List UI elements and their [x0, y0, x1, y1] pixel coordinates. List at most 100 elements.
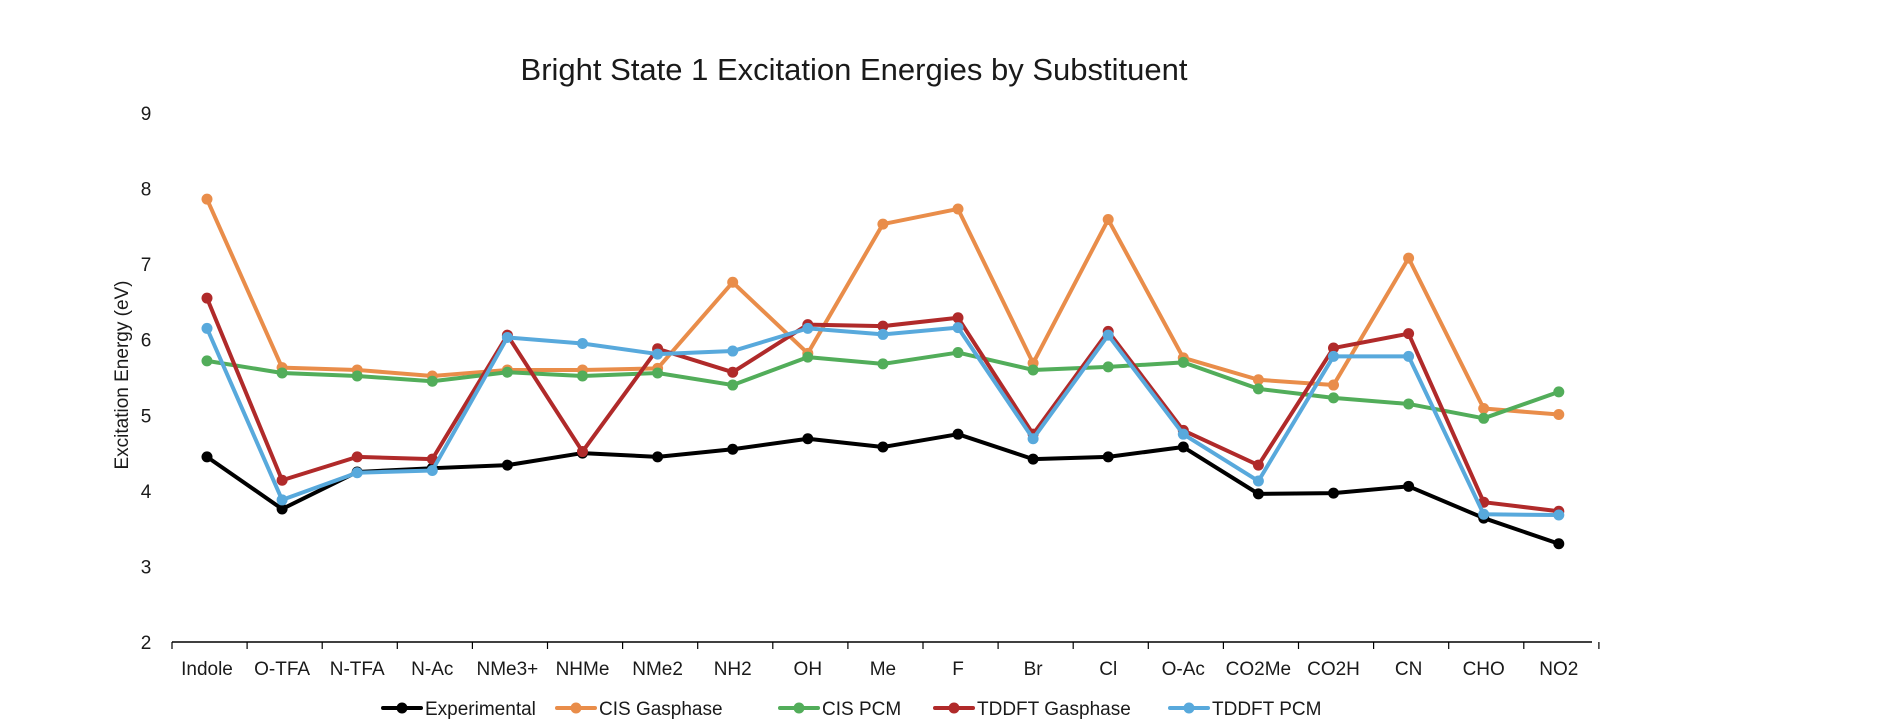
data-point	[1102, 361, 1114, 373]
data-point	[501, 366, 513, 378]
y-tick-label: 6	[141, 331, 152, 352]
data-point	[1403, 350, 1415, 362]
x-tick-label: F	[952, 659, 964, 680]
x-tick-label: N-Ac	[411, 659, 453, 680]
legend-swatch-marker	[948, 702, 960, 714]
data-point	[952, 312, 964, 324]
legend-label: CIS Gasphase	[599, 699, 723, 720]
data-point	[1478, 508, 1490, 520]
data-point	[727, 276, 739, 288]
data-point	[1403, 480, 1415, 492]
data-point	[1252, 475, 1264, 487]
x-ticks	[171, 642, 1600, 649]
data-point	[652, 367, 664, 379]
data-point	[1252, 488, 1264, 500]
data-point	[1328, 350, 1339, 362]
data-point	[351, 451, 363, 463]
data-point	[1403, 398, 1415, 410]
data-point	[201, 322, 213, 334]
data-point	[1252, 459, 1264, 471]
data-point	[201, 292, 213, 304]
y-tick-label: 7	[141, 255, 152, 276]
data-point	[952, 428, 964, 440]
legend-item: Experimental	[381, 699, 536, 720]
x-tick-label: CO2H	[1307, 659, 1360, 680]
legend-swatch-marker	[1183, 702, 1195, 714]
data-point	[1102, 214, 1114, 226]
data-point	[276, 494, 288, 506]
y-tick-label: 8	[141, 180, 152, 201]
legend-item: CIS Gasphase	[555, 699, 723, 720]
legend-label: TDDFT PCM	[1212, 699, 1321, 720]
data-point	[1328, 392, 1339, 404]
data-point	[1403, 328, 1415, 340]
data-point	[1328, 342, 1339, 354]
y-tick-label: 3	[141, 557, 152, 578]
data-point	[276, 503, 288, 515]
series-0	[201, 428, 1565, 550]
data-point	[952, 322, 964, 334]
data-point	[1252, 383, 1264, 395]
data-point	[1177, 441, 1189, 453]
data-point	[501, 331, 513, 343]
x-tick-label: CN	[1395, 659, 1422, 680]
data-point	[1553, 538, 1565, 550]
legend-swatch-marker	[793, 702, 805, 714]
series-4	[201, 322, 1565, 521]
series-line	[205, 197, 1561, 417]
data-point	[1478, 412, 1490, 424]
x-tick-label: OH	[794, 659, 823, 680]
data-point	[1252, 374, 1264, 386]
x-tick-label: NH2	[714, 659, 752, 680]
data-point	[351, 467, 363, 479]
x-tick-label: NHMe	[556, 659, 610, 680]
data-point	[1553, 509, 1565, 521]
data-point	[201, 451, 213, 463]
x-tick-labels: Indole O-TFA N-TFA N-Ac NMe3+ NHMe NMe2 NH2 OH Me…	[181, 659, 1578, 680]
data-point	[1553, 409, 1565, 421]
data-point	[877, 320, 889, 332]
chart-title: Bright State 1 Excitation Energies by Su…	[521, 52, 1188, 87]
x-tick-label: O-TFA	[254, 659, 310, 680]
data-point	[276, 474, 288, 486]
data-point	[877, 441, 889, 453]
data-point	[1553, 386, 1565, 398]
legend-swatch-marker	[396, 702, 408, 714]
data-point	[1328, 487, 1339, 499]
data-point	[201, 193, 213, 205]
x-tick-label: N-TFA	[330, 659, 385, 680]
data-point	[1478, 402, 1490, 414]
y-tick-label: 4	[141, 482, 152, 503]
data-point	[802, 351, 814, 363]
data-point	[1102, 451, 1114, 463]
data-point	[577, 337, 588, 349]
legend-item: TDDFT PCM	[1168, 699, 1321, 720]
data-point	[802, 322, 814, 334]
legend-item: TDDFT Gasphase	[933, 699, 1131, 720]
data-point	[1328, 379, 1339, 391]
legend-swatch-marker	[570, 702, 582, 714]
series-line	[205, 325, 1561, 518]
x-tick-label: Cl	[1099, 659, 1117, 680]
data-point	[952, 347, 964, 359]
data-point	[727, 345, 739, 357]
data-point	[1102, 329, 1114, 341]
series-2	[201, 347, 1565, 424]
x-tick-label: NMe2	[632, 659, 683, 680]
data-point	[1403, 252, 1415, 264]
data-point	[952, 203, 964, 215]
series-1	[201, 193, 1565, 421]
data-point	[426, 375, 438, 387]
data-point	[652, 348, 664, 360]
data-point	[727, 443, 739, 455]
y-tick-label: 5	[141, 406, 152, 427]
y-tick-label: 2	[141, 633, 152, 654]
legend-item: CIS PCM	[778, 699, 901, 720]
y-tick-labels: 2 3 4 5 6 7 8 9	[141, 104, 152, 654]
data-point	[351, 370, 363, 382]
data-point	[426, 464, 438, 476]
y-axis-label: Excitation Energy (eV)	[112, 280, 133, 469]
data-point	[1027, 453, 1039, 465]
data-point	[877, 358, 889, 370]
